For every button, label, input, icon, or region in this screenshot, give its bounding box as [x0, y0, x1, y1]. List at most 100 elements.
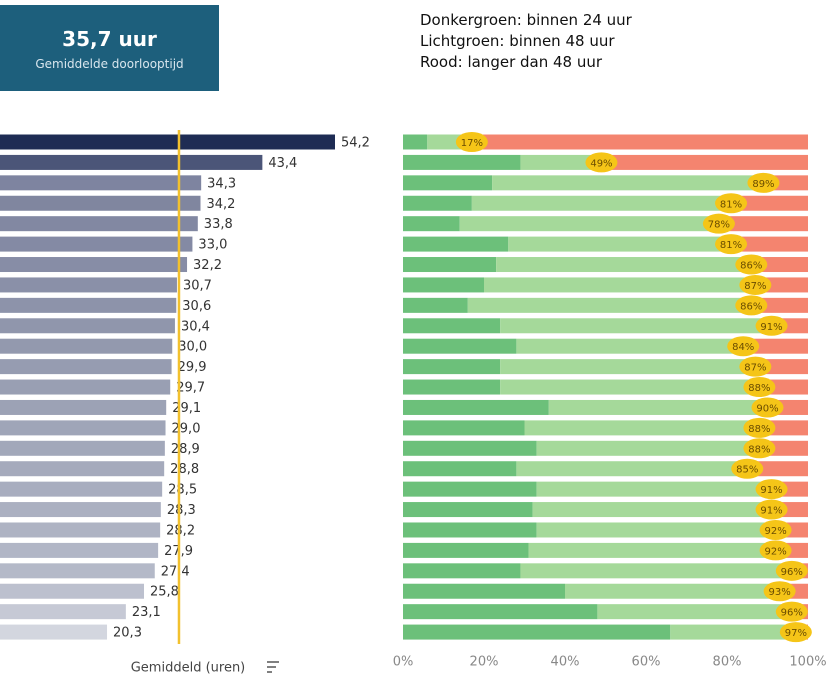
- bar: [0, 318, 175, 334]
- label-badge: [735, 254, 768, 275]
- bar-segment: [471, 195, 732, 211]
- bar-segment: [403, 216, 460, 232]
- bar: [0, 583, 145, 599]
- bar-segment: [601, 154, 808, 170]
- kpi-caption: Gemiddelde doorlooptijd: [35, 57, 184, 71]
- label-badge: [731, 458, 764, 479]
- data-label: 96%: [781, 608, 803, 619]
- bar: [0, 420, 166, 436]
- data-label: 87%: [744, 363, 766, 374]
- label-badge: [743, 438, 776, 459]
- bar: [0, 481, 163, 497]
- data-label: 28,8: [170, 462, 199, 477]
- bar: [0, 216, 198, 232]
- bar-segment: [471, 134, 808, 150]
- data-label: 28,3: [167, 503, 196, 518]
- bar-segment: [496, 257, 752, 273]
- data-label: 91%: [760, 485, 782, 496]
- bar-segment: [403, 440, 537, 456]
- data-label: 91%: [760, 506, 782, 517]
- data-label: 90%: [756, 403, 778, 414]
- bar-segment: [528, 542, 776, 558]
- bar-segment: [536, 481, 772, 497]
- data-label: 34,3: [207, 176, 236, 191]
- bar: [0, 277, 177, 293]
- bar-segment: [403, 175, 493, 191]
- bar-segment: [536, 440, 760, 456]
- bar-segment: [500, 379, 760, 395]
- bar: [0, 359, 172, 375]
- bar-segment: [459, 216, 719, 232]
- x-tick-label: 40%: [551, 655, 580, 670]
- bar: [0, 502, 161, 518]
- data-label: 23,1: [132, 605, 161, 620]
- data-label: 29,0: [172, 421, 201, 436]
- bar-segment: [403, 257, 497, 273]
- bar-segment: [403, 318, 501, 334]
- label-badge: [715, 234, 748, 255]
- data-label: 92%: [764, 546, 786, 557]
- bar-segment: [516, 338, 744, 354]
- data-label: 25,8: [150, 585, 179, 600]
- bar-segment: [403, 134, 428, 150]
- data-label: 27,4: [161, 564, 190, 579]
- label-badge: [775, 560, 808, 581]
- data-label: 84%: [732, 342, 754, 353]
- data-label: 91%: [760, 322, 782, 333]
- bar-segment: [731, 236, 808, 252]
- bar: [0, 195, 201, 211]
- bar-segment: [670, 624, 796, 640]
- bar-segment: [565, 583, 780, 599]
- bar-segment: [403, 399, 549, 415]
- bar-segment: [718, 216, 808, 232]
- bar-segment: [520, 563, 792, 579]
- bar-segment: [508, 236, 732, 252]
- data-label: 30,6: [182, 299, 211, 314]
- data-label: 43,4: [268, 156, 297, 171]
- bar-segment: [597, 604, 792, 620]
- data-label: 33,8: [204, 217, 233, 232]
- data-label: 93%: [769, 587, 791, 598]
- label-badge: [751, 397, 784, 418]
- bar: [0, 604, 126, 620]
- data-label: 29,1: [172, 401, 201, 416]
- bar-segment: [403, 236, 509, 252]
- bar: [0, 297, 177, 313]
- data-label: 49%: [590, 158, 612, 169]
- label-badge: [747, 172, 780, 193]
- bar-segment: [484, 277, 756, 293]
- x-tick-label: 100%: [789, 655, 826, 670]
- bar-segment: [516, 461, 748, 477]
- x-tick-label: 20%: [470, 655, 499, 670]
- bar-segment: [500, 318, 772, 334]
- bar-segment: [403, 359, 501, 375]
- kpi-value: 35,7 uur: [62, 27, 157, 51]
- bar: [0, 134, 335, 150]
- label-badge: [735, 295, 768, 316]
- bar-segment: [403, 297, 468, 313]
- x-axis-label: Gemiddeld (uren): [131, 661, 246, 676]
- bar-segment: [403, 420, 525, 436]
- bar-segment: [492, 175, 764, 191]
- data-label: 29,9: [178, 360, 207, 375]
- label-badge: [775, 601, 808, 622]
- data-label: 81%: [720, 240, 742, 251]
- bar-segment: [403, 481, 537, 497]
- bar-segment: [403, 277, 484, 293]
- bar-segment: [403, 379, 501, 395]
- label-badge: [585, 152, 618, 173]
- bar-segment: [403, 583, 565, 599]
- bar-segment: [532, 502, 772, 518]
- bar-segment: [731, 195, 808, 211]
- label-badge: [727, 336, 760, 357]
- bar-segment: [467, 297, 752, 313]
- label-badge: [739, 356, 772, 377]
- bar-segment: [403, 195, 472, 211]
- bar-segment: [403, 624, 671, 640]
- bar-segment: [403, 154, 521, 170]
- label-badge: [739, 274, 772, 295]
- bar-segment: [524, 420, 760, 436]
- bar-segment: [520, 154, 602, 170]
- legend: Donkergroen: binnen 24 uur Lichtgroen: b…: [420, 10, 632, 73]
